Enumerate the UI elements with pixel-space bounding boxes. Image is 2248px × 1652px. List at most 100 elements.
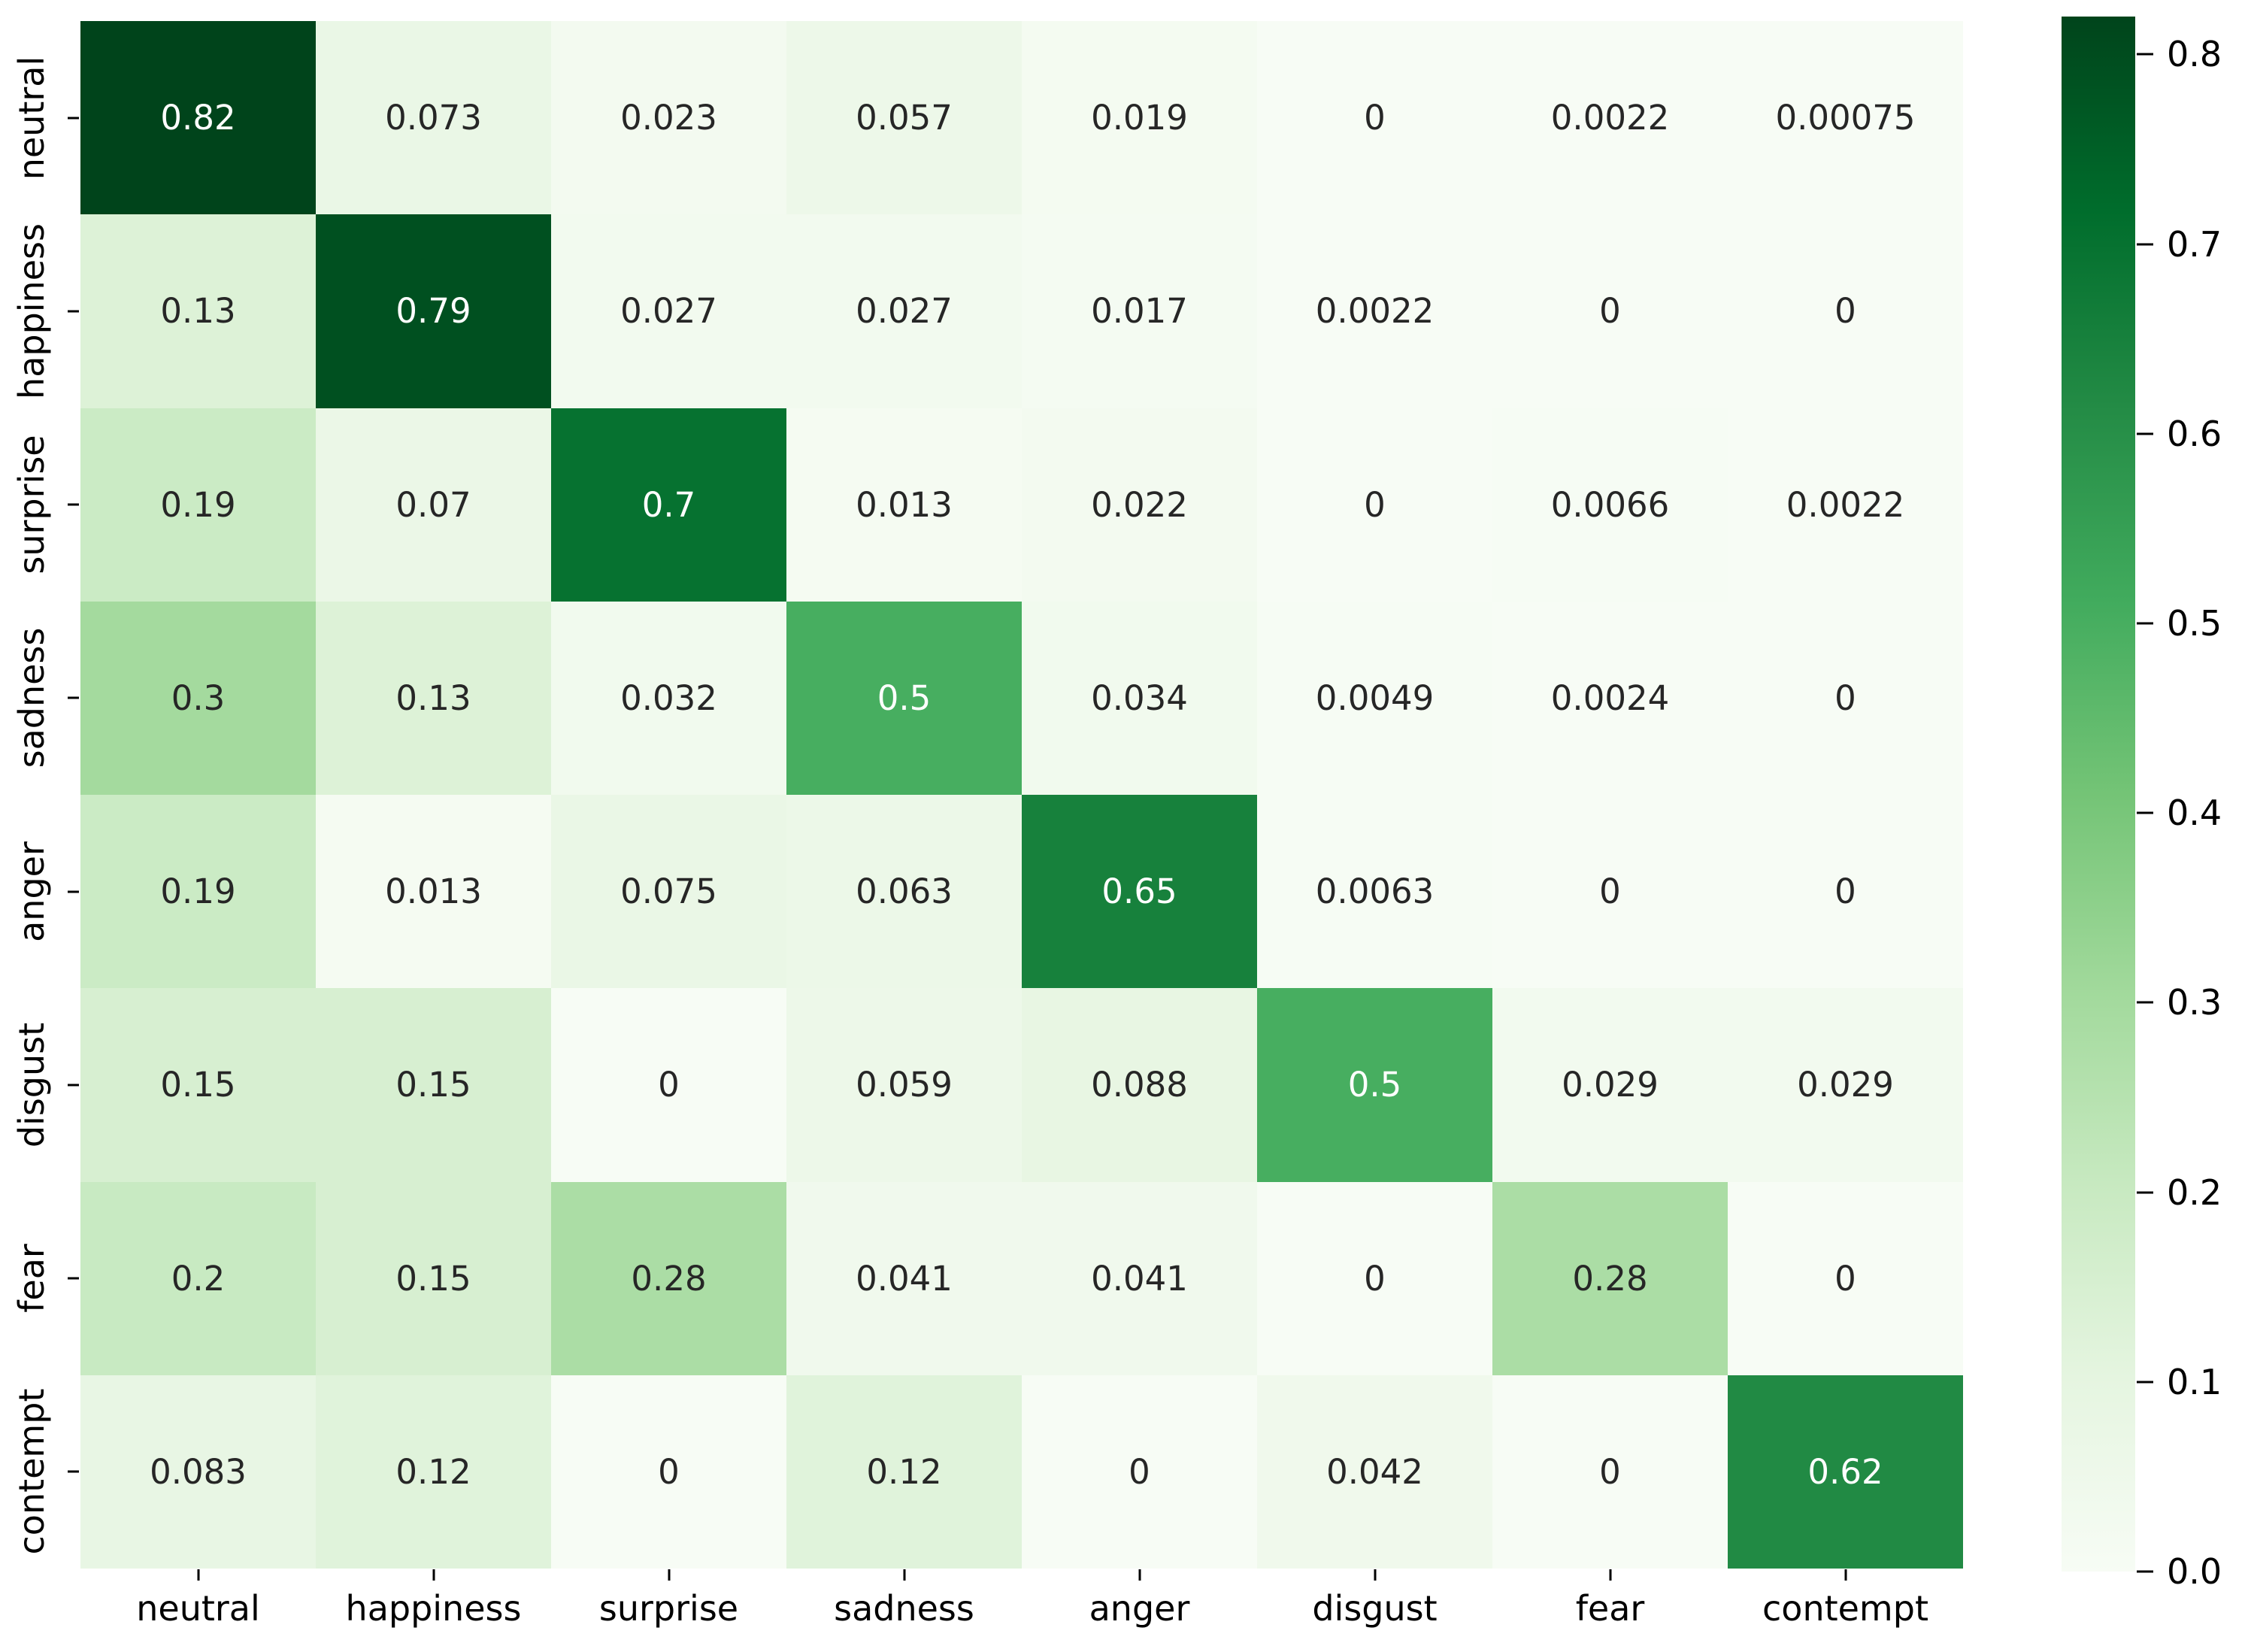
- x-tick-mark: [668, 1569, 670, 1581]
- cell-value: 0.063: [856, 871, 953, 912]
- cell-value: 0.0022: [1315, 291, 1435, 332]
- heatmap-cell-contempt-anger: 0: [1022, 1375, 1257, 1569]
- heatmap-cell-fear-neutral: 0.2: [80, 1181, 316, 1375]
- heatmap-cell-happiness-anger: 0.017: [1022, 214, 1257, 408]
- cell-value: 0: [1834, 871, 1856, 912]
- heatmap-cell-anger-contempt: 0: [1728, 795, 1963, 989]
- heatmap-cell-sadness-fear: 0.0024: [1492, 601, 1728, 795]
- cell-value: 0: [1834, 1258, 1856, 1299]
- x-tick-label-fear: fear: [1575, 1588, 1645, 1629]
- x-tick-label-contempt: contempt: [1762, 1588, 1928, 1629]
- cell-value: 0.029: [1562, 1065, 1659, 1105]
- cell-value: 0: [658, 1065, 680, 1105]
- cell-value: 0.022: [1091, 484, 1188, 525]
- cell-value: 0.041: [1091, 1258, 1188, 1299]
- y-tick-label-happiness: happiness: [11, 223, 52, 399]
- cell-value: 0.032: [620, 677, 717, 718]
- cell-value: 0.15: [395, 1258, 471, 1299]
- heatmap-cell-sadness-surprise: 0.032: [551, 601, 786, 795]
- y-tick-mark: [68, 1470, 79, 1473]
- cell-value: 0.0066: [1550, 484, 1670, 525]
- cell-value: 0.65: [1101, 871, 1177, 912]
- cell-value: 0.088: [1091, 1065, 1188, 1105]
- heatmap-cell-sadness-disgust: 0.0049: [1257, 601, 1492, 795]
- x-tick-label-surprise: surprise: [598, 1588, 739, 1629]
- heatmap-cell-fear-surprise: 0.28: [551, 1181, 786, 1375]
- cell-value: 0: [1834, 677, 1856, 718]
- heatmap-cell-neutral-contempt: 0.00075: [1728, 21, 1963, 215]
- x-tick-mark: [903, 1569, 905, 1581]
- cell-value: 0.19: [160, 871, 236, 912]
- cell-value: 0.82: [160, 98, 236, 138]
- heatmap-cell-happiness-disgust: 0.0022: [1257, 214, 1492, 408]
- heatmap-cell-fear-disgust: 0: [1257, 1181, 1492, 1375]
- heatmap-cell-disgust-sadness: 0.059: [786, 988, 1022, 1182]
- cell-value: 0.013: [856, 484, 953, 525]
- cell-value: 0: [1129, 1451, 1150, 1492]
- heatmap-cell-sadness-anger: 0.034: [1022, 601, 1257, 795]
- cell-value: 0.62: [1807, 1451, 1883, 1492]
- colorbar-tick-label-0.0: 0.0: [2167, 1551, 2222, 1592]
- cell-value: 0.0024: [1550, 677, 1670, 718]
- heatmap-cell-contempt-surprise: 0: [551, 1375, 786, 1569]
- heatmap-cell-anger-disgust: 0.0063: [1257, 795, 1492, 989]
- cell-value: 0.5: [1347, 1065, 1402, 1105]
- cell-value: 0.13: [395, 677, 471, 718]
- cell-value: 0.12: [395, 1451, 471, 1492]
- cell-value: 0.019: [1091, 98, 1188, 138]
- cell-value: 0.15: [160, 1065, 236, 1105]
- heatmap-cell-neutral-anger: 0.019: [1022, 21, 1257, 215]
- x-tick-mark: [432, 1569, 435, 1581]
- cell-value: 0.083: [150, 1451, 247, 1492]
- heatmap-cell-neutral-sadness: 0.057: [786, 21, 1022, 215]
- y-tick-label-anger: anger: [11, 841, 52, 942]
- cell-value: 0.017: [1091, 291, 1188, 332]
- x-tick-mark: [197, 1569, 199, 1581]
- heatmap-cell-neutral-fear: 0.0022: [1492, 21, 1728, 215]
- heatmap-cell-surprise-contempt: 0.0022: [1728, 408, 1963, 602]
- x-tick-mark: [1374, 1569, 1376, 1581]
- colorbar-tick-mark: [2137, 1001, 2153, 1004]
- cell-value: 0: [1599, 291, 1621, 332]
- colorbar-tick-label-0.4: 0.4: [2167, 793, 2222, 834]
- cell-value: 0.5: [877, 677, 932, 718]
- heatmap-cell-neutral-disgust: 0: [1257, 21, 1492, 215]
- heatmap-cell-fear-fear: 0.28: [1492, 1181, 1728, 1375]
- colorbar-tick-label-0.1: 0.1: [2167, 1361, 2222, 1402]
- colorbar-tick-label-0.5: 0.5: [2167, 603, 2222, 644]
- y-tick-mark: [68, 1277, 79, 1280]
- cell-value: 0.28: [1572, 1258, 1648, 1299]
- cell-value: 0.15: [395, 1065, 471, 1105]
- colorbar-tick-label-0.2: 0.2: [2167, 1172, 2222, 1213]
- cell-value: 0.07: [395, 484, 471, 525]
- colorbar-tick-mark: [2137, 1570, 2153, 1573]
- heatmap-cell-anger-neutral: 0.19: [80, 795, 316, 989]
- x-tick-label-neutral: neutral: [136, 1588, 260, 1629]
- heatmap-cell-fear-happiness: 0.15: [316, 1181, 551, 1375]
- heatmap-cell-surprise-fear: 0.0066: [1492, 408, 1728, 602]
- y-tick-mark: [68, 310, 79, 313]
- cell-value: 0: [1599, 871, 1621, 912]
- cell-value: 0.7: [641, 484, 696, 525]
- cell-value: 0.057: [856, 98, 953, 138]
- heatmap-cell-contempt-contempt: 0.62: [1728, 1375, 1963, 1569]
- heatmap-cell-neutral-happiness: 0.073: [316, 21, 551, 215]
- cell-value: 0.013: [385, 871, 482, 912]
- cell-value: 0.3: [171, 677, 226, 718]
- y-tick-label-sadness: sadness: [11, 628, 52, 768]
- heatmap-cell-disgust-surprise: 0: [551, 988, 786, 1182]
- cell-value: 0.00075: [1775, 98, 1916, 138]
- x-tick-mark: [1844, 1569, 1847, 1581]
- heatmap-cell-surprise-disgust: 0: [1257, 408, 1492, 602]
- heatmap-cell-happiness-sadness: 0.027: [786, 214, 1022, 408]
- heatmap-cell-surprise-happiness: 0.07: [316, 408, 551, 602]
- cell-value: 0.042: [1326, 1451, 1423, 1492]
- cell-value: 0: [1599, 1451, 1621, 1492]
- heatmap-cell-fear-sadness: 0.041: [786, 1181, 1022, 1375]
- colorbar-tick-mark: [2137, 811, 2153, 814]
- cell-value: 0.28: [631, 1258, 707, 1299]
- cell-value: 0: [1364, 484, 1386, 525]
- cell-value: 0.19: [160, 484, 236, 525]
- heatmap-cell-happiness-contempt: 0: [1728, 214, 1963, 408]
